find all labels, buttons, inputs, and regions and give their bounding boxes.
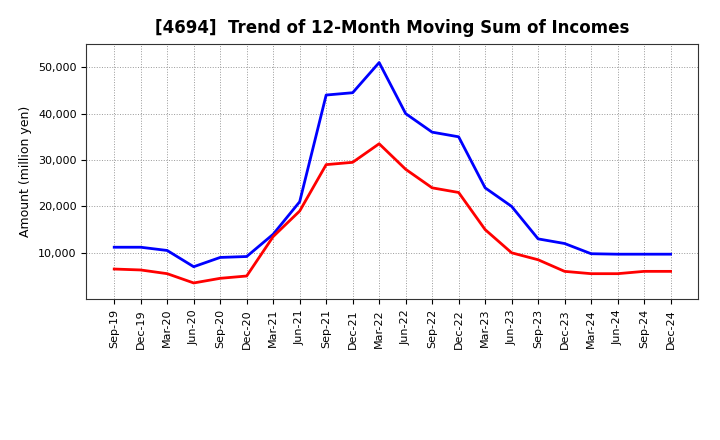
Net Income (454, 190, 463, 195)
Net Income (640, 269, 649, 274)
Ordinary Income (243, 254, 251, 259)
Net Income (348, 160, 357, 165)
Ordinary Income (295, 199, 304, 205)
Net Income (613, 271, 622, 276)
Ordinary Income (163, 248, 171, 253)
Ordinary Income (322, 92, 330, 98)
Net Income (587, 271, 595, 276)
Net Income (189, 280, 198, 286)
Net Income (481, 227, 490, 232)
Ordinary Income (640, 252, 649, 257)
Ordinary Income (508, 204, 516, 209)
Net Income (666, 269, 675, 274)
Ordinary Income (481, 185, 490, 191)
Ordinary Income (348, 90, 357, 95)
Legend: Ordinary Income, Net Income: Ordinary Income, Net Income (240, 439, 545, 440)
Net Income (534, 257, 542, 262)
Ordinary Income (454, 134, 463, 139)
Line: Net Income: Net Income (114, 144, 670, 283)
Net Income (401, 167, 410, 172)
Net Income (508, 250, 516, 256)
Ordinary Income (136, 245, 145, 250)
Line: Ordinary Income: Ordinary Income (114, 62, 670, 267)
Title: [4694]  Trend of 12-Month Moving Sum of Incomes: [4694] Trend of 12-Month Moving Sum of I… (156, 19, 629, 37)
Net Income (136, 268, 145, 273)
Ordinary Income (560, 241, 569, 246)
Net Income (322, 162, 330, 167)
Ordinary Income (666, 252, 675, 257)
Ordinary Income (189, 264, 198, 269)
Ordinary Income (216, 255, 225, 260)
Ordinary Income (613, 252, 622, 257)
Ordinary Income (110, 245, 119, 250)
Net Income (163, 271, 171, 276)
Net Income (428, 185, 436, 191)
Net Income (295, 209, 304, 214)
Net Income (375, 141, 384, 147)
Net Income (216, 276, 225, 281)
Ordinary Income (375, 60, 384, 65)
Ordinary Income (269, 231, 277, 237)
Net Income (243, 273, 251, 279)
Net Income (110, 266, 119, 271)
Net Income (560, 269, 569, 274)
Ordinary Income (428, 129, 436, 135)
Ordinary Income (401, 111, 410, 116)
Y-axis label: Amount (million yen): Amount (million yen) (19, 106, 32, 237)
Ordinary Income (534, 236, 542, 242)
Ordinary Income (587, 251, 595, 257)
Net Income (269, 234, 277, 239)
